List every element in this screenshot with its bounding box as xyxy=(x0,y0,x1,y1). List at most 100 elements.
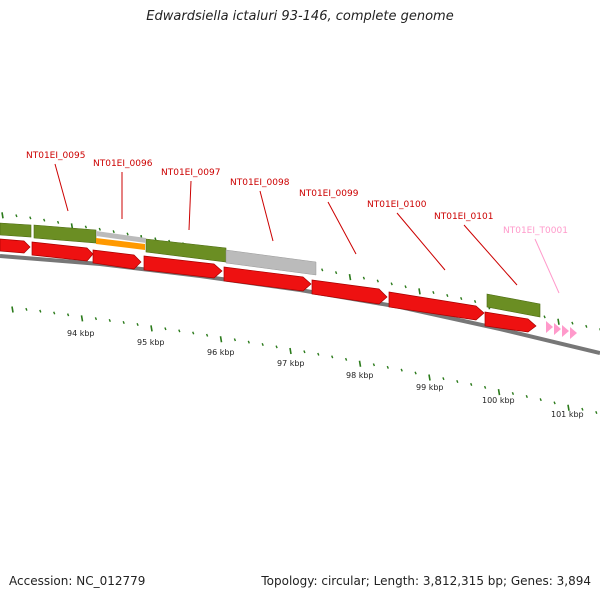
label-leader-line xyxy=(54,163,69,212)
lower-tick xyxy=(122,321,125,325)
gene-label: NT01EI_0099 xyxy=(299,189,359,199)
gene-label: NT01EI_0095 xyxy=(26,151,85,161)
label-leader-line xyxy=(327,201,357,255)
lower-tick xyxy=(66,313,70,317)
lower-tick xyxy=(595,411,598,415)
gene-label: NT01EI_0100 xyxy=(367,200,427,210)
gene-label: NT01EI_0101 xyxy=(434,212,493,222)
lower-tick xyxy=(525,395,528,399)
upper-tick xyxy=(376,279,379,283)
kbp-scale: 94 kbp 95 kbp 96 kbp 97 kbp 98 kbp 99 kbp 100 … xyxy=(67,329,584,419)
gene-feature xyxy=(0,222,32,238)
lower-tick xyxy=(261,342,264,346)
upper-tick xyxy=(432,291,435,295)
lower-tick xyxy=(192,331,195,335)
feature-tracks xyxy=(0,222,577,339)
gene-label: NT01EI_0096 xyxy=(93,159,153,169)
lower-tick xyxy=(247,340,250,344)
lower-tick xyxy=(358,360,362,367)
lower-tick xyxy=(80,315,84,322)
lower-tick xyxy=(539,398,542,402)
lower-tick xyxy=(400,368,403,372)
lower-tick xyxy=(205,333,209,337)
gene-label: NT01EI_T0001 xyxy=(503,226,568,236)
label-leader-line xyxy=(396,212,446,271)
genome-summary: Topology: circular; Length: 3,812,315 bp… xyxy=(261,574,591,588)
kbp-label: 97 kbp xyxy=(277,359,305,368)
lower-tick xyxy=(317,352,320,356)
cds-arrow xyxy=(92,249,142,270)
lower-tick xyxy=(25,307,28,311)
upper-tick xyxy=(1,212,4,219)
upper-tick xyxy=(84,225,88,229)
cds-arrow xyxy=(311,279,388,305)
upper-tick xyxy=(362,276,366,280)
upper-tick xyxy=(585,324,588,328)
lower-tick xyxy=(553,401,556,405)
upper-tick xyxy=(446,293,449,297)
lower-tick xyxy=(289,347,292,355)
lower-tick xyxy=(483,385,487,389)
lower-tick xyxy=(470,382,473,386)
lower-tick xyxy=(303,350,306,354)
cds-arrow xyxy=(484,311,537,333)
label-leader-line xyxy=(259,190,274,242)
upper-tick xyxy=(56,220,60,224)
gene-label: NT01EI_0097 xyxy=(161,168,220,178)
cds-arrow xyxy=(0,238,31,254)
accession-label: Accession: NC_012779 xyxy=(9,574,146,588)
gene-label: NT01EI_0098 xyxy=(230,178,290,188)
trna-arrow xyxy=(554,323,561,335)
lower-tick xyxy=(442,377,445,381)
lower-tick xyxy=(219,336,223,343)
upper-tick xyxy=(557,318,560,325)
kbp-label: 99 kbp xyxy=(416,383,444,392)
lower-tick xyxy=(11,306,14,313)
kbp-label: 94 kbp xyxy=(67,329,95,338)
gene-feature xyxy=(486,293,541,318)
kbp-label: 101 kbp xyxy=(551,410,584,419)
upper-tick xyxy=(98,227,101,231)
upper-tick xyxy=(473,299,477,303)
trna-arrow xyxy=(562,325,569,337)
lower-tick xyxy=(233,338,237,342)
upper-tick xyxy=(112,230,115,234)
upper-tick xyxy=(29,216,32,220)
upper-tick xyxy=(348,273,352,281)
upper-tick xyxy=(334,271,338,275)
lower-tick xyxy=(178,329,181,333)
lower-tick xyxy=(331,355,334,359)
label-leader-line xyxy=(534,238,560,294)
lower-tick xyxy=(386,365,389,369)
lower-tick xyxy=(372,363,376,367)
lower-tick xyxy=(456,380,459,384)
lower-tick xyxy=(497,389,501,396)
upper-tick xyxy=(404,285,407,289)
upper-tick xyxy=(43,218,46,222)
cds-arrow xyxy=(143,255,223,279)
lower-tick xyxy=(275,345,278,349)
upper-tick xyxy=(418,288,421,295)
upper-tick xyxy=(15,214,18,218)
lower-tick xyxy=(428,374,431,381)
lower-tick xyxy=(108,319,111,323)
gene-labels: NT01EI_0095 NT01EI_0096 NT01EI_0097 NT01EI_… xyxy=(26,151,568,294)
lower-tick xyxy=(53,311,56,315)
kbp-label: 100 kbp xyxy=(482,396,515,405)
lower-tick xyxy=(94,317,98,321)
lower-tick xyxy=(39,309,42,313)
upper-tick xyxy=(543,315,546,319)
kbp-label: 98 kbp xyxy=(346,371,374,380)
lower-tick xyxy=(511,391,515,395)
upper-tick xyxy=(390,282,393,286)
trna-arrow xyxy=(546,321,553,333)
cds-arrow xyxy=(388,291,485,321)
lower-tick xyxy=(344,357,348,361)
gray-feature xyxy=(96,231,146,243)
orange-feature xyxy=(96,238,145,250)
lower-tick xyxy=(567,404,570,411)
upper-tick xyxy=(321,268,324,272)
label-leader-line xyxy=(463,224,518,286)
lower-tick xyxy=(581,407,584,411)
